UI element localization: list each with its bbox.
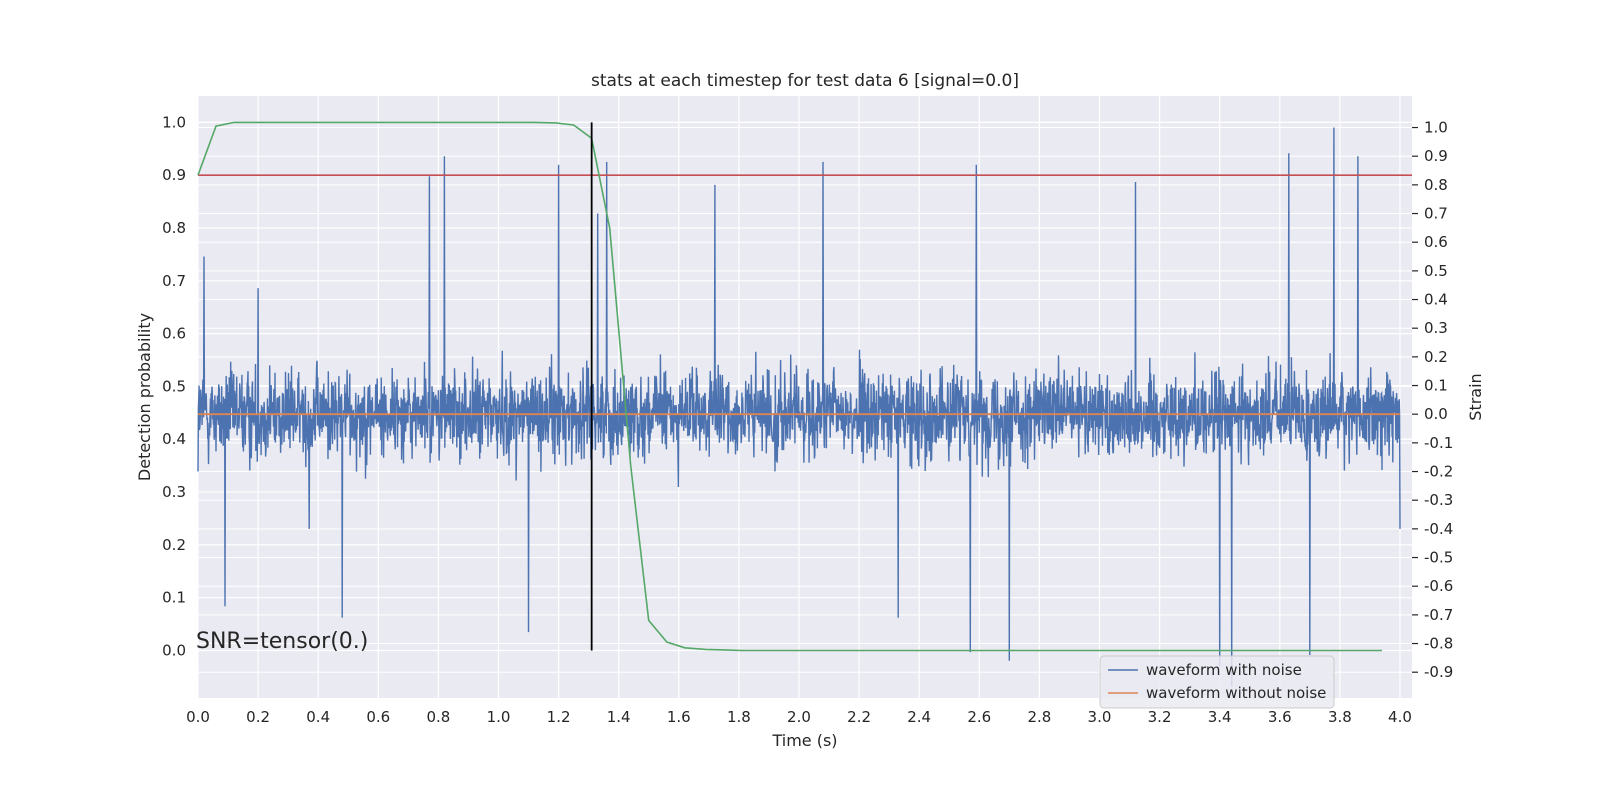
x-axis-label: Time (s) — [771, 731, 837, 750]
x-tick-label: 2.4 — [907, 708, 931, 726]
y-tick-label-right: -0.5 — [1424, 549, 1453, 567]
y-tick-label-right: 0.0 — [1424, 405, 1448, 423]
y-tick-label-right: 0.6 — [1424, 233, 1448, 251]
noise-series — [197, 127, 1401, 687]
y-tick-label-right: 0.3 — [1424, 319, 1448, 337]
x-tick-label: 1.0 — [487, 708, 511, 726]
x-tick-label: 2.2 — [847, 708, 871, 726]
y-tick-label-right: 0.7 — [1424, 205, 1448, 223]
ticks: 0.0 0.2 0.4 0.6 0.8 1.0 1.2 1.4 1.6 1.8 2.0 2.2 2.4 2… — [162, 113, 1453, 726]
y-tick-label-left: 1.0 — [162, 113, 186, 131]
y-tick-label-right: -0.1 — [1424, 434, 1453, 452]
left-y-axis-label: Detection probability — [135, 313, 154, 481]
x-tick-label: 0.2 — [246, 708, 270, 726]
y-tick-label-right: -0.8 — [1424, 635, 1453, 653]
x-tick-label: 0.0 — [186, 708, 210, 726]
x-tick-label: 2.0 — [787, 708, 811, 726]
legend-label-noise: waveform with noise — [1146, 661, 1302, 679]
x-tick-label: 0.8 — [426, 708, 450, 726]
x-tick-label: 1.4 — [607, 708, 631, 726]
legend-label-clean: waveform without noise — [1146, 684, 1326, 702]
y-tick-label-left: 0.9 — [162, 166, 186, 184]
y-tick-label-left: 0.4 — [162, 430, 186, 448]
y-tick-label-right: -0.3 — [1424, 491, 1453, 509]
x-tick-label: 3.6 — [1268, 708, 1292, 726]
x-tick-label: 0.6 — [366, 708, 390, 726]
x-tick-label: 0.4 — [306, 708, 330, 726]
y-tick-label-right: 0.4 — [1424, 291, 1448, 309]
x-tick-label: 4.0 — [1388, 708, 1412, 726]
x-tick-label: 1.6 — [667, 708, 691, 726]
x-tick-label: 2.6 — [967, 708, 991, 726]
y-tick-label-right: 0.8 — [1424, 176, 1448, 194]
y-tick-label-left: 0.7 — [162, 272, 186, 290]
y-tick-label-left: 0.1 — [162, 589, 186, 607]
y-tick-label-right: -0.6 — [1424, 577, 1453, 595]
x-tick-label: 2.8 — [1027, 708, 1051, 726]
x-tick-label: 3.4 — [1208, 708, 1232, 726]
series-line-waveform-with-noise — [197, 127, 1401, 687]
y-tick-label-right: -0.4 — [1424, 520, 1453, 538]
y-tick-label-right: -0.7 — [1424, 606, 1453, 624]
snr-annotation: SNR=tensor(0.) — [196, 629, 368, 654]
x-tick-label: 1.2 — [547, 708, 571, 726]
x-tick-label: 1.8 — [727, 708, 751, 726]
y-tick-label-right: 0.1 — [1424, 377, 1448, 395]
y-tick-label-left: 0.0 — [162, 641, 186, 659]
y-tick-label-left: 0.6 — [162, 325, 186, 343]
y-tick-label-left: 0.3 — [162, 483, 186, 501]
overlay-series — [197, 121, 1412, 652]
chart-title: stats at each timestep for test data 6 [… — [591, 71, 1019, 91]
y-tick-label-right: -0.9 — [1424, 663, 1453, 681]
legend-box — [1099, 655, 1335, 709]
right-y-axis-label: Strain — [1466, 373, 1485, 420]
x-tick-label: 3.8 — [1328, 708, 1352, 726]
y-tick-label-right: 0.9 — [1424, 147, 1448, 165]
y-tick-label-right: -0.2 — [1424, 463, 1453, 481]
x-tick-label: 3.2 — [1148, 708, 1172, 726]
y-tick-label-left: 0.8 — [162, 219, 186, 237]
y-tick-label-right: 0.5 — [1424, 262, 1448, 280]
series-line-detection-probability — [197, 121, 1382, 652]
y-tick-label-left: 0.5 — [162, 377, 186, 395]
x-tick-label: 3.0 — [1088, 708, 1112, 726]
y-tick-label-right: 0.2 — [1424, 348, 1448, 366]
legend: waveform with noise waveform without noi… — [1099, 655, 1335, 709]
y-tick-label-right: 1.0 — [1424, 119, 1448, 137]
y-tick-label-left: 0.2 — [162, 536, 186, 554]
